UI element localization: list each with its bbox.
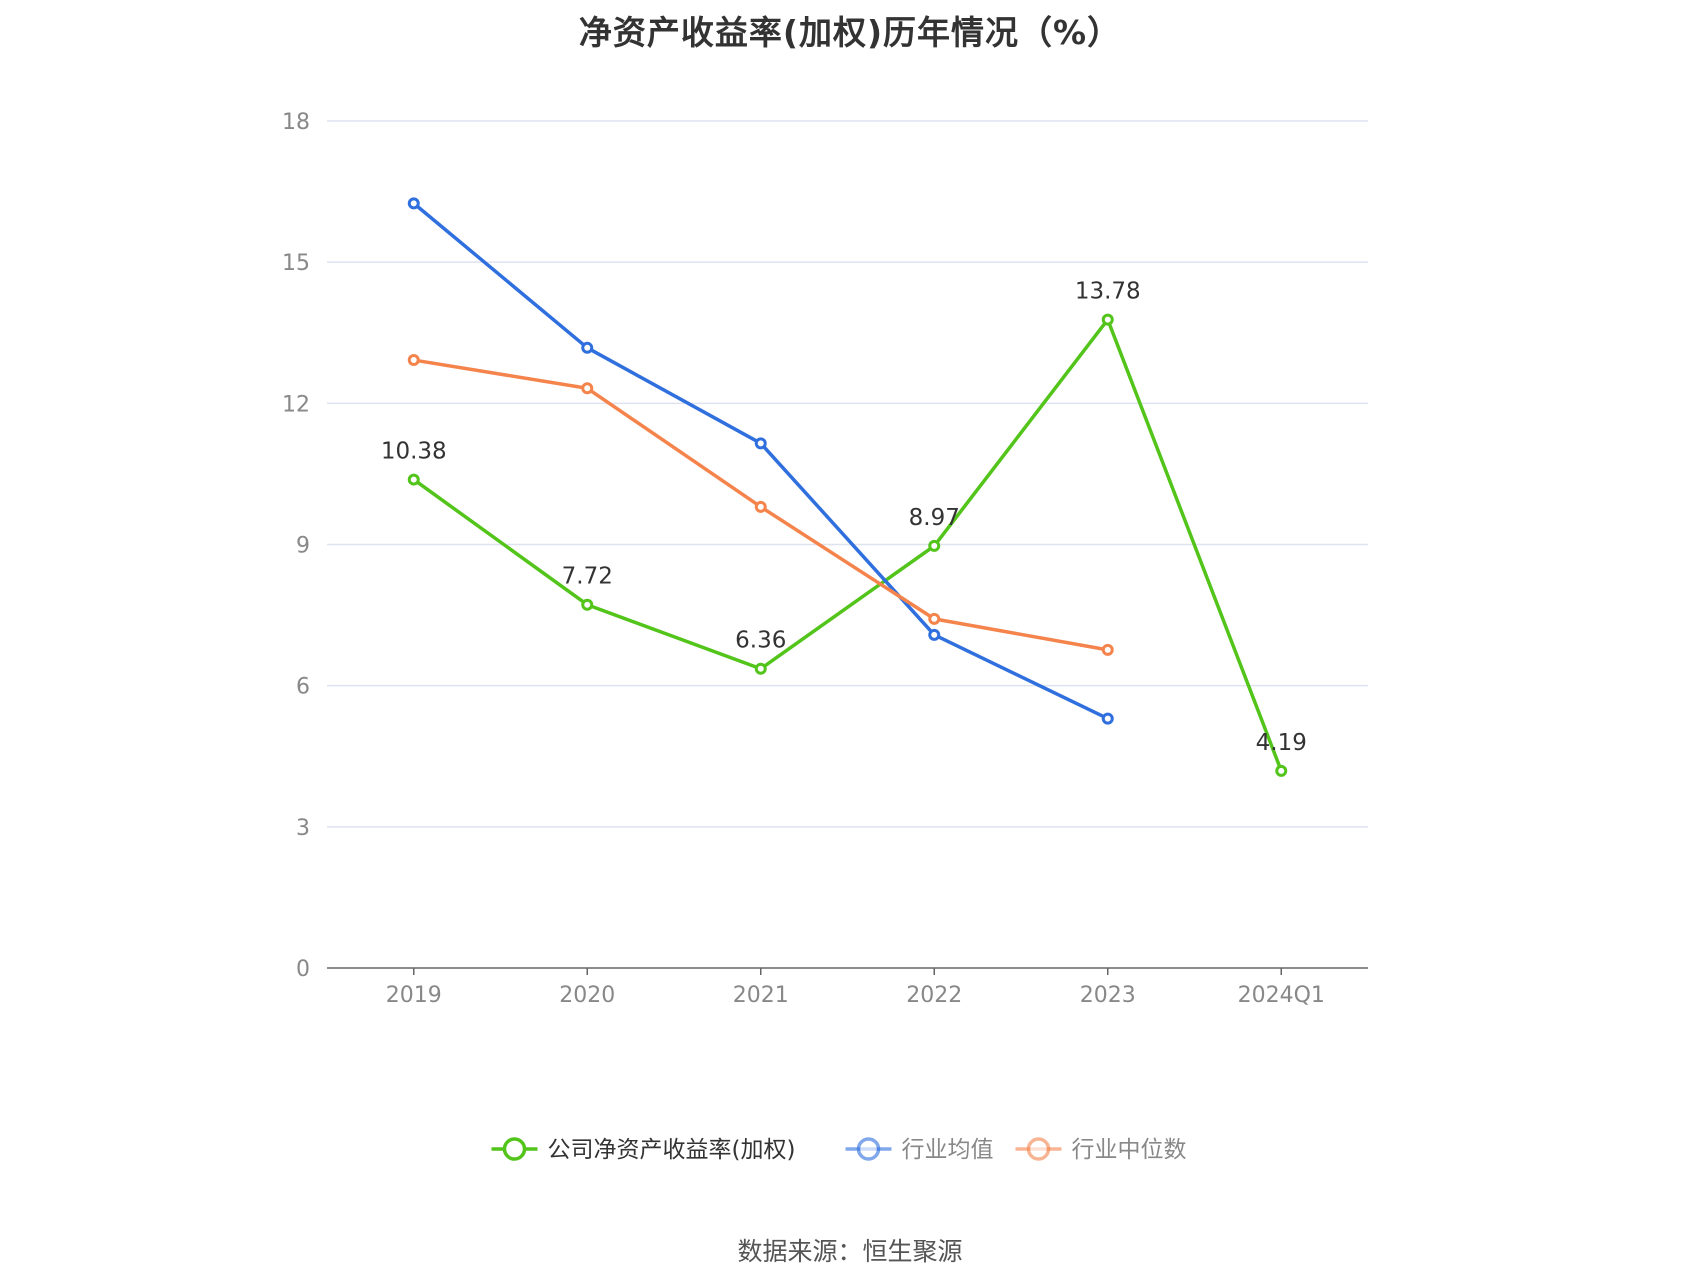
grid-lines [327,120,1368,828]
y-tick-label: 9 [296,534,310,559]
legend-marker-icon [502,1137,527,1161]
legend: 公司净资产收益率(加权) 行业均值 行业中位数 [491,1137,1187,1163]
x-tick-label: 2019 [386,983,442,1008]
data-point [1101,712,1114,725]
x-tick-label: 2023 [1080,983,1136,1008]
data-point [928,612,941,625]
data-point [1101,313,1114,326]
legend-item-0[interactable]: 公司净资产收益率(加权) [491,1137,796,1163]
data-point [407,354,420,367]
data-point [754,500,767,513]
data-point [407,473,420,486]
data-label: 8.97 [909,505,960,531]
data-point [928,628,941,641]
data-point [1275,764,1288,777]
data-label: 4.19 [1256,730,1307,756]
data-label: 6.36 [735,628,786,654]
x-tick-label: 2024Q1 [1238,983,1325,1008]
axes: 0 3 6 9 12 15 18 2019 2020 2021 2022 2023 2024Q1 [282,110,1368,1008]
series-line-0 [412,317,1283,772]
legend-marker-icon [1026,1137,1051,1161]
legend-label: 行业均值 [902,1137,994,1163]
data-label: 10.38 [381,439,447,465]
y-tick-label: 6 [296,675,310,700]
y-tick-label: 12 [282,392,310,417]
data-source: 数据来源：恒生聚源 [737,1237,963,1266]
y-tick-label: 15 [282,251,310,276]
data-point [754,662,767,675]
data-point [407,197,420,210]
data-point [581,382,594,395]
data-point [581,598,594,611]
legend-item-1[interactable]: 行业均值 [845,1137,994,1163]
chart-title: 净资产收益率(加权)历年情况（%） [578,13,1122,52]
x-tick-label: 2020 [559,983,615,1008]
series-lines [407,197,1288,777]
y-tick-label: 0 [296,957,310,982]
y-tick-label: 18 [282,110,310,135]
data-label: 13.78 [1075,279,1141,305]
x-tick-label: 2021 [733,983,789,1008]
data-labels: 10.38 7.72 6.36 8.97 13.78 4.19 [381,279,1307,756]
data-point [581,341,594,354]
y-tick-label: 3 [296,816,310,841]
legend-label: 行业中位数 [1072,1137,1187,1163]
data-label: 7.72 [562,564,613,590]
legend-label: 公司净资产收益率(加权) [548,1137,796,1163]
data-point [1101,643,1114,656]
legend-item-2[interactable]: 行业中位数 [1015,1137,1187,1163]
data-point [928,539,941,552]
x-tick-label: 2022 [906,983,962,1008]
legend-marker-icon [856,1137,881,1161]
data-point [754,437,767,450]
